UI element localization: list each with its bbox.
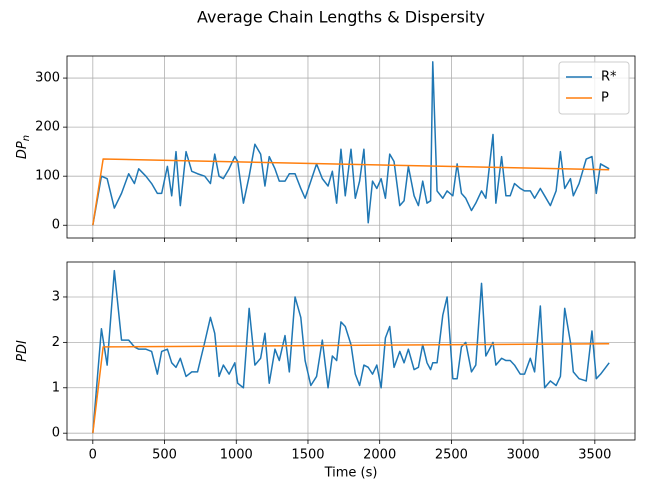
y-tick-label: 200 bbox=[35, 120, 60, 135]
x-axis-label: Time (s) bbox=[324, 466, 378, 481]
x-tick-label: 3500 bbox=[578, 448, 611, 463]
y-tick-label: 2 bbox=[52, 335, 60, 350]
y-axis-label-main: DP bbox=[15, 141, 30, 159]
series-line bbox=[92, 342, 610, 434]
legend-box bbox=[558, 61, 630, 115]
figure-title: Average Chain Lengths & Dispersity bbox=[197, 8, 485, 27]
y-tick-label: 0 bbox=[52, 426, 60, 441]
x-tick-label: 2000 bbox=[363, 448, 396, 463]
x-tick-label: 2500 bbox=[435, 448, 468, 463]
axes: 0 500 1000 1500 2000 2500 3000 3500 0 1 2 3 PDI Time … bbox=[15, 261, 636, 481]
y-tick-label: 1 bbox=[52, 380, 60, 395]
x-tick-label: 1500 bbox=[291, 448, 324, 463]
y-tick-label: 0 bbox=[52, 218, 60, 233]
x-tick-label: 0 bbox=[89, 448, 97, 463]
series-line bbox=[92, 61, 610, 226]
y-axis-label: DPn bbox=[15, 135, 33, 159]
y-axis-label-subscript: n bbox=[21, 135, 32, 141]
axes: 0 100 200 300 DPn R* P bbox=[15, 55, 636, 242]
axes-frame bbox=[66, 55, 636, 239]
x-tick-label: 3000 bbox=[507, 448, 540, 463]
y-axis-label-main: PDI bbox=[15, 340, 30, 362]
series-line bbox=[92, 269, 610, 434]
series-line bbox=[92, 158, 610, 226]
legend-label: R* bbox=[601, 70, 617, 85]
y-tick-label: 100 bbox=[35, 169, 60, 184]
legend-label: P bbox=[601, 91, 609, 106]
y-tick-label: 3 bbox=[52, 289, 60, 304]
y-axis-label: PDI bbox=[15, 340, 30, 362]
x-tick-label: 500 bbox=[152, 448, 177, 463]
x-tick-label: 1000 bbox=[220, 448, 253, 463]
axes-frame bbox=[66, 261, 636, 441]
y-tick-label: 300 bbox=[35, 71, 60, 86]
